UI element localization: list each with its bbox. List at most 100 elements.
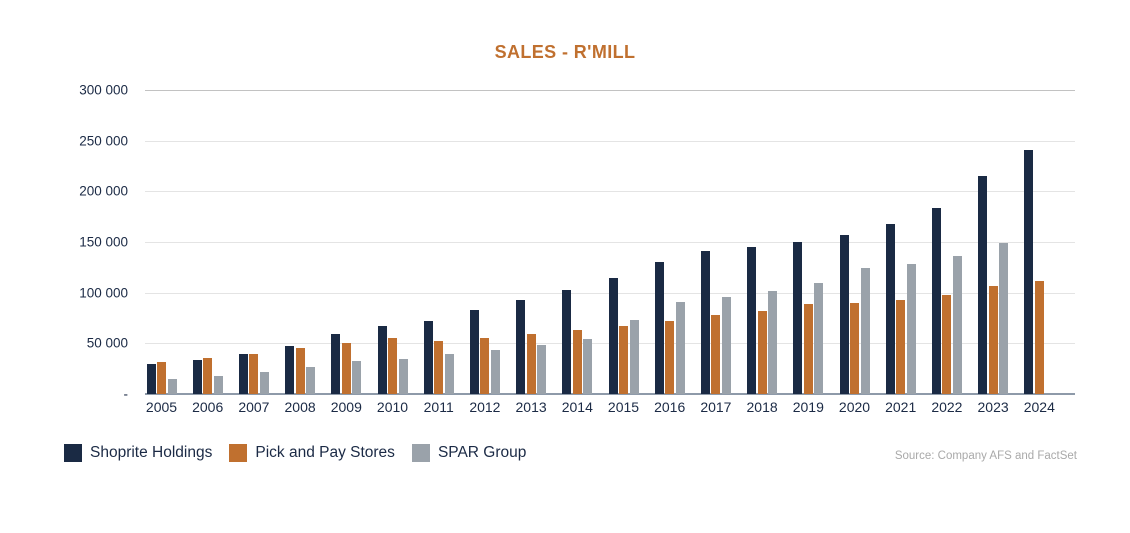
bar-pick-n-pay-2006 <box>203 358 213 394</box>
pick-n-pay-swatch-icon <box>229 444 248 462</box>
bar-group-2024 <box>1024 90 1054 394</box>
bar-shoprite-2012 <box>469 310 479 394</box>
bar-shoprite-2008 <box>285 345 295 394</box>
x-tick-label-2017: 2017 <box>700 399 732 415</box>
bar-spar-2015 <box>629 319 639 394</box>
bar-spar-2013 <box>537 345 547 394</box>
bar-spar-2006 <box>213 376 223 394</box>
bar-pick-n-pay-2020 <box>850 303 859 394</box>
bar-pick-n-pay-2005 <box>157 361 166 394</box>
shoprite-swatch-icon <box>64 444 82 462</box>
bar-group-2018 <box>747 90 778 394</box>
x-tick-label-2022: 2022 <box>931 399 963 415</box>
bar-shoprite-2011 <box>423 320 433 394</box>
legend-label: Pick and Pay Stores <box>255 444 395 461</box>
spar-swatch-icon <box>411 444 430 462</box>
bar-pick-n-pay-2013 <box>526 333 536 394</box>
bar-shoprite-2021 <box>885 223 895 394</box>
x-tick-label-2018: 2018 <box>746 399 778 415</box>
x-tick-label-2016: 2016 <box>654 399 686 415</box>
bar-shoprite-2016 <box>654 262 664 394</box>
gridline-150000 <box>145 242 1075 243</box>
bar-group-2020 <box>839 90 870 394</box>
bar-shoprite-2010 <box>377 325 387 394</box>
x-axis: 2005 2006 2007 2008 2009 2010 2011 2012 2013 2014… <box>145 399 1075 421</box>
source-note: Source: Company AFS and FactSet <box>894 450 1077 462</box>
chart-title: SALES - R'MILL <box>494 42 636 62</box>
y-tick-label: 50 000 <box>86 335 128 351</box>
x-tick-label-2009: 2009 <box>330 399 362 415</box>
y-tick-label: 250 000 <box>79 133 128 149</box>
x-tick-label-2006: 2006 <box>192 399 224 415</box>
x-tick-label-2010: 2010 <box>376 399 409 415</box>
bar-pick-n-pay-2009 <box>341 343 351 394</box>
bar-spar-2009 <box>352 361 362 394</box>
bar-pick-n-pay-2011 <box>434 341 444 394</box>
bar-group-2023 <box>978 90 1009 394</box>
bar-spar-2022 <box>952 256 962 394</box>
y-tick-label: 300 000 <box>79 82 128 98</box>
bar-shoprite-2014 <box>562 290 572 394</box>
bar-spar-2010 <box>398 358 408 394</box>
bar-pick-n-pay-2019 <box>803 304 813 394</box>
x-tick-label-2015: 2015 <box>607 399 640 415</box>
x-tick-label-2005: 2005 <box>145 399 178 415</box>
bar-shoprite-2005 <box>146 364 156 394</box>
bar-group-2019 <box>793 90 824 394</box>
bar-shoprite-2018 <box>747 246 757 394</box>
bar-pick-n-pay-2018 <box>757 311 767 394</box>
bar-shoprite-2023 <box>978 176 988 394</box>
bar-shoprite-2024 <box>1024 150 1034 394</box>
bar-pick-n-pay-2014 <box>572 329 582 394</box>
x-tick-label-2011: 2011 <box>423 399 454 415</box>
y-tick-label: - <box>123 386 129 402</box>
x-tick-label-2014: 2014 <box>561 399 593 415</box>
x-tick-label-2012: 2012 <box>469 399 501 415</box>
legend-item-spar: SPAR Group <box>411 444 526 462</box>
bar-group-2011 <box>423 90 454 394</box>
x-tick-label-2021: 2021 <box>885 399 917 415</box>
bar-group-2022 <box>931 90 962 394</box>
bar-shoprite-2022 <box>931 207 941 394</box>
bar-pick-n-pay-2022 <box>942 294 952 394</box>
bar-group-2016 <box>654 90 685 394</box>
bar-shoprite-2006 <box>192 360 202 394</box>
bar-group-2013 <box>516 90 547 394</box>
bar-group-2021 <box>885 90 916 394</box>
bar-pick-n-pay-2017 <box>711 315 721 394</box>
bar-shoprite-2019 <box>793 241 803 394</box>
plot-area <box>145 90 1075 395</box>
bar-pick-n-pay-2008 <box>295 348 305 394</box>
gridline-250000 <box>145 140 1075 142</box>
legend-item-pick-n-pay: Pick and Pay Stores <box>229 444 395 462</box>
x-tick-label-2008: 2008 <box>284 399 316 415</box>
x-tick-label-2023: 2023 <box>977 399 1009 415</box>
y-tick-label: 100 000 <box>79 285 128 301</box>
y-tick-label: 200 000 <box>79 183 128 199</box>
bar-shoprite-2020 <box>839 234 849 394</box>
bar-spar-2020 <box>860 267 870 394</box>
bar-shoprite-2015 <box>608 278 618 394</box>
bar-pick-n-pay-2021 <box>896 299 906 394</box>
x-tick-label-2013: 2013 <box>515 399 547 415</box>
bar-pick-n-pay-2012 <box>480 337 490 394</box>
bar-group-2010 <box>377 90 408 394</box>
gridline-300000 <box>145 90 1075 91</box>
bar-pick-n-pay-2016 <box>665 320 675 394</box>
bar-spar-2017 <box>721 296 731 394</box>
bar-group-2012 <box>469 90 500 394</box>
y-axis: - 50 000 100 000 150 000 200 000 250 000 300 0… <box>40 0 128 420</box>
bar-spar-2005 <box>167 379 177 394</box>
bar-spar-2012 <box>490 349 500 394</box>
bar-pick-n-pay-2010 <box>388 338 397 394</box>
bar-shoprite-2013 <box>516 300 526 394</box>
bar-pick-n-pay-2015 <box>619 326 628 394</box>
legend-label: Shoprite Holdings <box>90 444 213 461</box>
bar-pick-n-pay-2023 <box>988 285 998 394</box>
bar-spar-2021 <box>906 263 916 394</box>
bar-spar-2014 <box>583 338 593 394</box>
bar-shoprite-2017 <box>700 251 710 394</box>
bar-group-2007 <box>238 90 269 394</box>
bar-shoprite-2007 <box>238 354 248 394</box>
